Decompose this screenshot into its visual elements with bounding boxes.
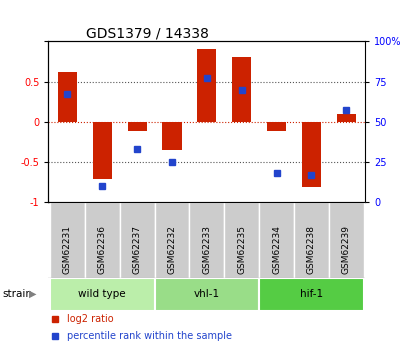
Bar — [329, 202, 364, 278]
Bar — [85, 202, 120, 278]
Text: GSM62239: GSM62239 — [342, 225, 351, 274]
Bar — [259, 202, 294, 278]
Text: ▶: ▶ — [29, 289, 36, 299]
Text: percentile rank within the sample: percentile rank within the sample — [67, 332, 232, 341]
Text: GSM62231: GSM62231 — [63, 225, 72, 274]
Text: hif-1: hif-1 — [300, 289, 323, 299]
Bar — [197, 49, 216, 122]
Text: GSM62234: GSM62234 — [272, 225, 281, 274]
Bar — [50, 278, 155, 310]
Bar — [267, 122, 286, 131]
Bar — [93, 122, 112, 179]
Bar — [232, 57, 251, 122]
Bar — [189, 202, 224, 278]
Bar — [155, 278, 259, 310]
Text: strain: strain — [2, 289, 32, 299]
Bar — [155, 202, 189, 278]
Text: log2 ratio: log2 ratio — [67, 314, 114, 324]
Text: GDS1379 / 14338: GDS1379 / 14338 — [87, 26, 209, 40]
Text: GSM62237: GSM62237 — [133, 225, 142, 274]
Bar — [163, 122, 181, 150]
Bar — [259, 278, 364, 310]
Bar — [128, 122, 147, 131]
Bar — [302, 122, 321, 187]
Bar — [294, 202, 329, 278]
Text: GSM62233: GSM62233 — [202, 225, 211, 274]
Bar — [58, 72, 77, 122]
Text: GSM62238: GSM62238 — [307, 225, 316, 274]
Text: GSM62236: GSM62236 — [98, 225, 107, 274]
Bar — [337, 114, 356, 122]
Text: GSM62235: GSM62235 — [237, 225, 246, 274]
Bar — [224, 202, 259, 278]
Text: vhl-1: vhl-1 — [194, 289, 220, 299]
Text: wild type: wild type — [79, 289, 126, 299]
Bar — [50, 202, 85, 278]
Text: GSM62232: GSM62232 — [168, 225, 176, 274]
Bar — [120, 202, 155, 278]
